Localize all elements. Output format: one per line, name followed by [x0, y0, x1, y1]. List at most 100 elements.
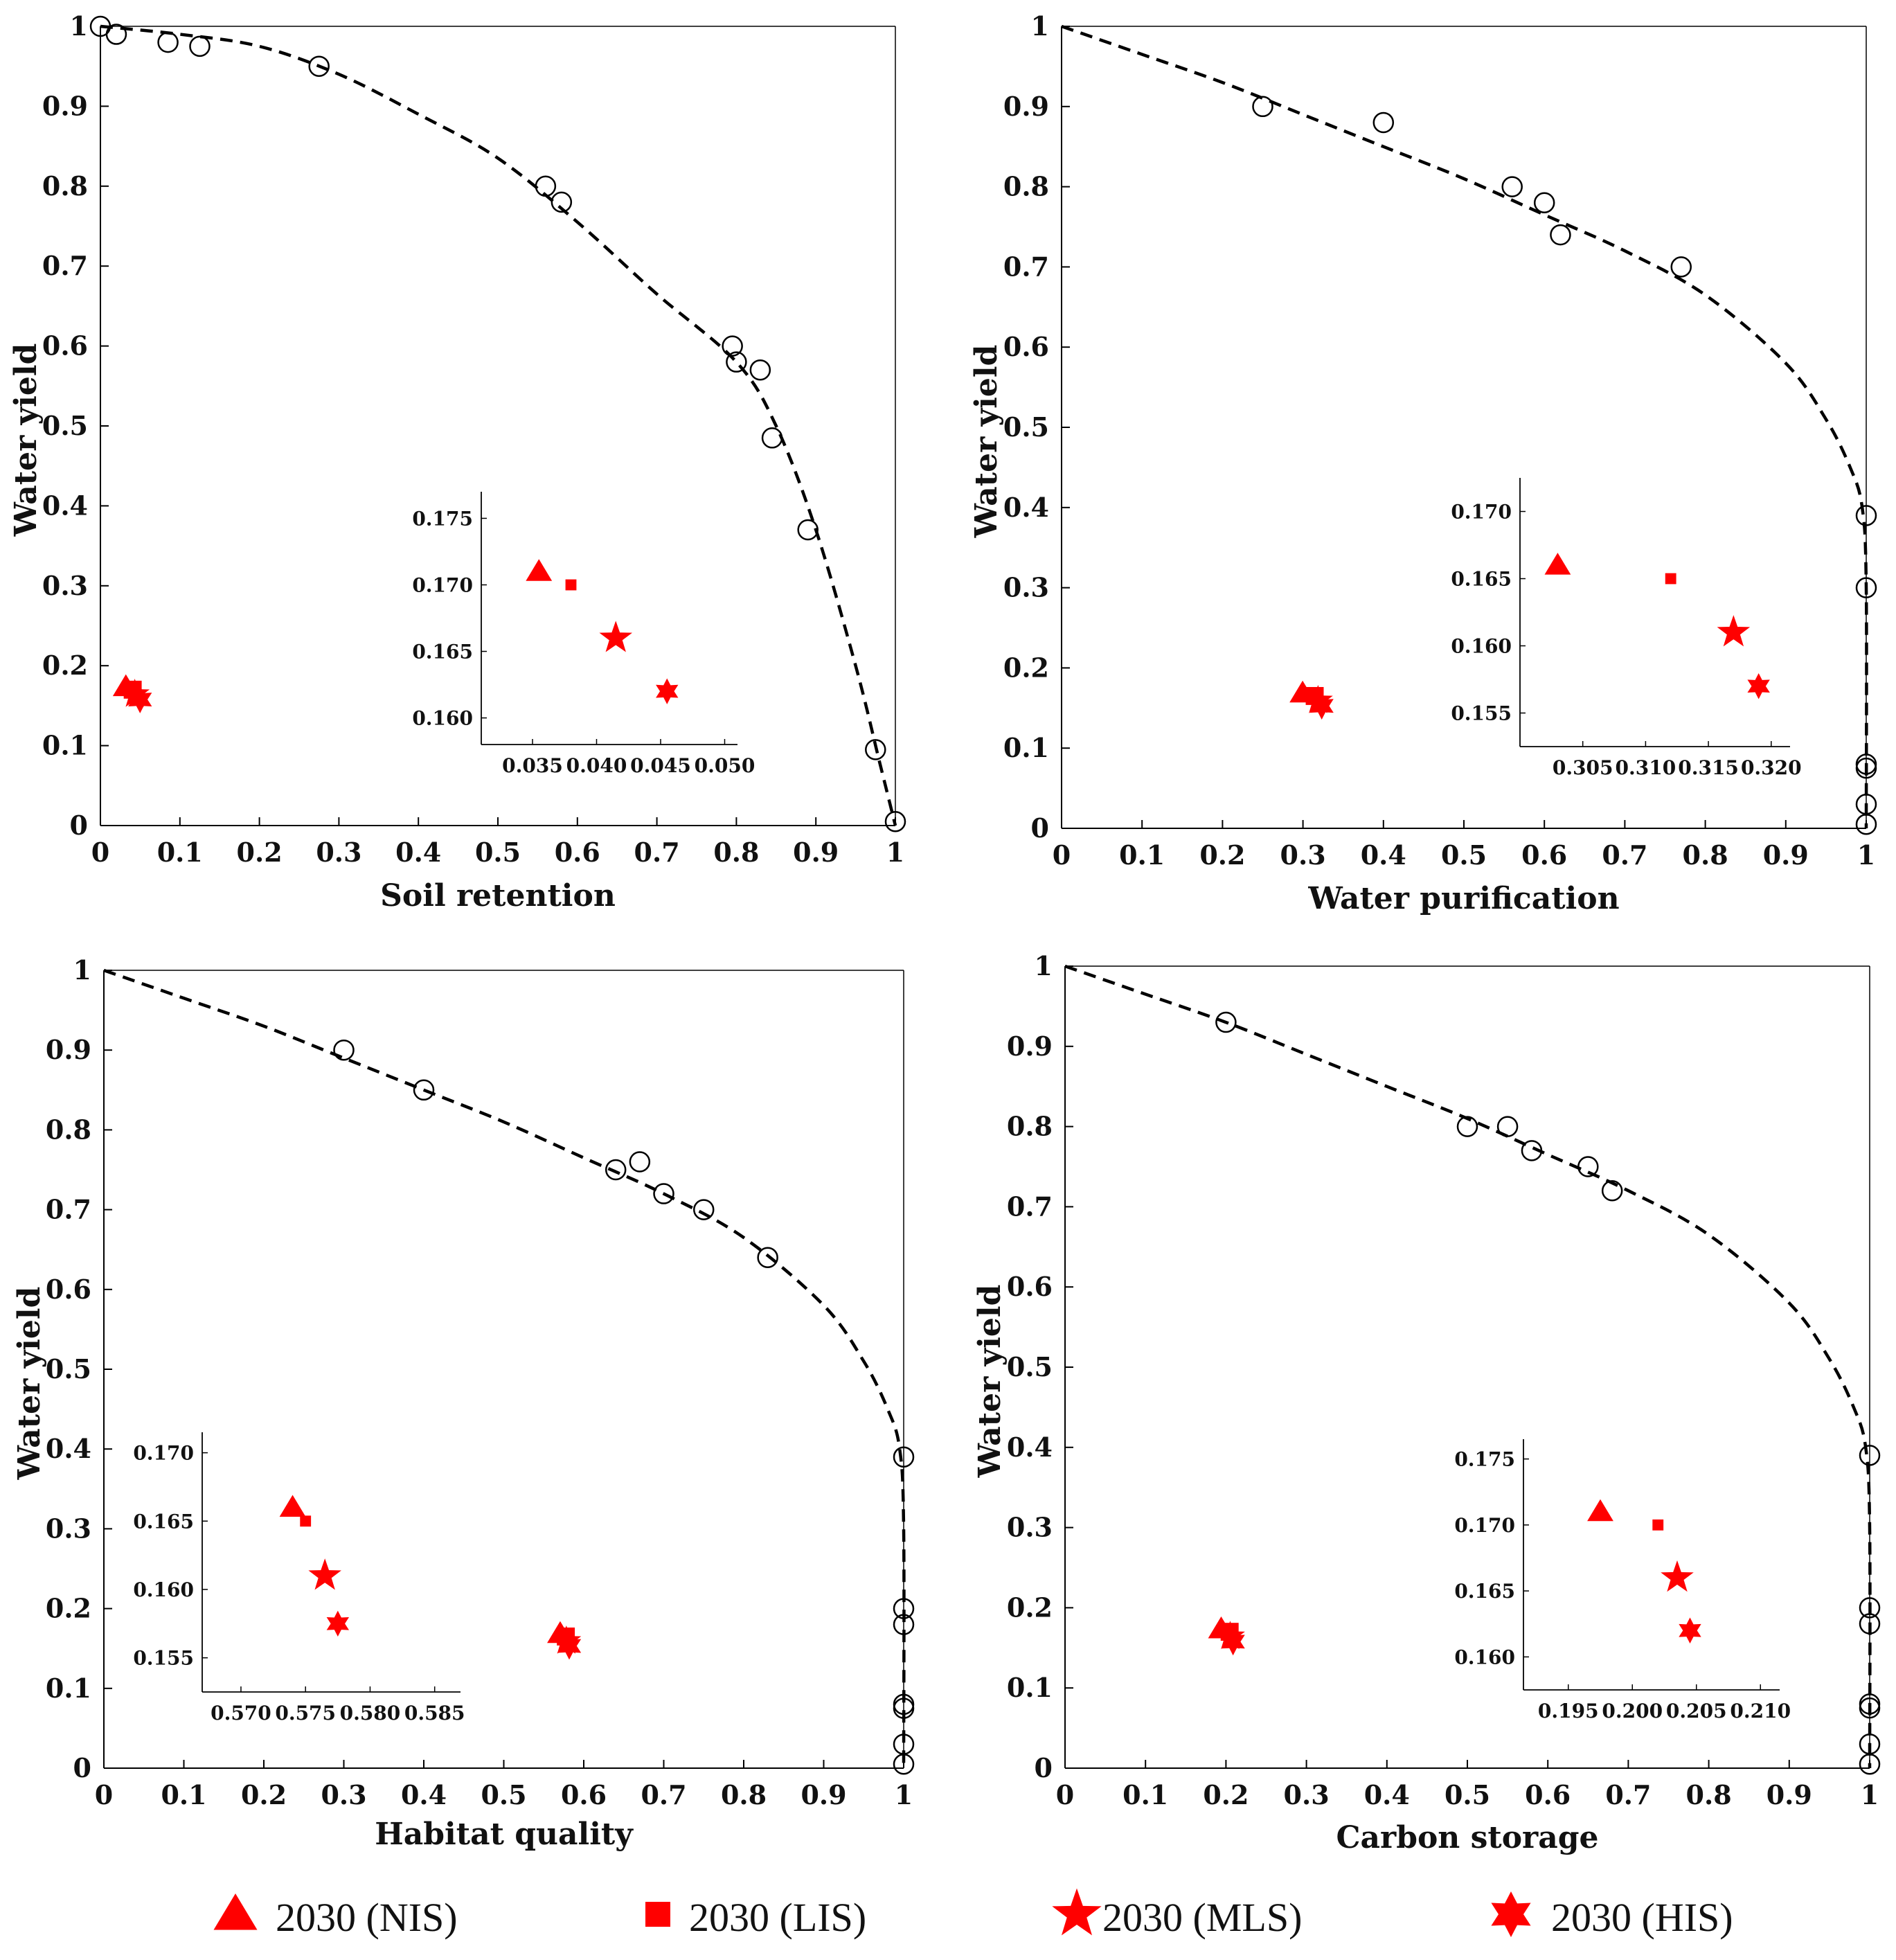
x-axis-label: Water purification: [1307, 881, 1619, 916]
frontier-point: [413, 1079, 435, 1101]
inset-marker-star6: [656, 678, 679, 704]
y-tick-label: 0.6: [1003, 331, 1049, 362]
x-tick-label: 0.1: [157, 837, 203, 868]
frontier-point: [884, 810, 906, 832]
inset-y-tick-label: 0.175: [412, 507, 473, 530]
frontier-point: [1859, 1445, 1881, 1466]
inset-y-tick-label: 0.170: [1454, 1514, 1515, 1537]
frontier-point: [1456, 1116, 1478, 1137]
inset-x-tick-label: 0.045: [630, 754, 691, 777]
x-axis-label: Soil retention: [380, 878, 616, 914]
x-tick-label: 0.9: [1767, 1779, 1812, 1810]
y-tick-label: 1: [70, 10, 88, 42]
frontier-point: [653, 1183, 674, 1204]
inset-x-tick-label: 0.200: [1602, 1700, 1663, 1722]
x-tick-label: 0.8: [1686, 1779, 1732, 1810]
y-tick-label: 0.3: [46, 1513, 91, 1544]
legend: 2030 (NIS) 2030 (LIS) 2030 (MLS) 2030 (HIS): [213, 1888, 1733, 1940]
frontier-point: [1855, 505, 1877, 526]
y-tick-label: 0: [73, 1752, 91, 1783]
frontier-point: [1855, 813, 1877, 835]
inset-y-tick-label: 0.170: [133, 1442, 194, 1465]
frontier-point: [1372, 112, 1395, 134]
frontier-point: [1859, 1753, 1881, 1775]
y-tick-label: 0.1: [1007, 1672, 1053, 1703]
inset-soil: 0.035 0.040 0.045 0.050 0.160 0.165 0.170 0.175: [412, 492, 755, 777]
frontier-point: [757, 1247, 778, 1268]
legend-marker-star5: [1052, 1888, 1102, 1936]
y-tick-label: 0.2: [46, 1593, 91, 1624]
frontier-curve: [100, 24, 897, 826]
frontier-point: [105, 24, 127, 45]
scenario-marker-star6: [1221, 1628, 1245, 1656]
x-tick-label: 0.6: [1521, 839, 1567, 871]
x-axis-label: Habitat quality: [375, 1817, 634, 1852]
x-tick-label: 0.3: [1284, 1779, 1330, 1810]
frontier-curve: [1064, 964, 1872, 1769]
inset-y-tick-label: 0.155: [1451, 702, 1512, 725]
inset-y-tick-label: 0.175: [1454, 1448, 1515, 1471]
y-tick-label: 0: [70, 810, 88, 841]
y-tick-label: 0.5: [1003, 411, 1049, 443]
inset-marker-triangle: [1544, 553, 1571, 575]
y-tick-label: 1: [1031, 10, 1049, 42]
x-tick-label: 0.8: [721, 1779, 767, 1810]
inset-marker-square: [300, 1515, 312, 1527]
frontier-point: [1550, 224, 1571, 246]
frontier-point: [1859, 1597, 1881, 1619]
y-axis-label: Water yield: [8, 344, 44, 537]
legend-label: 2030 (NIS): [276, 1895, 458, 1940]
frontier-point: [1215, 1011, 1237, 1033]
scenario-marker-star5: [1303, 685, 1333, 713]
scenario-marker-star6: [557, 1632, 582, 1660]
x-tick-label: 0.7: [1605, 1779, 1651, 1810]
x-tick-label: 1: [1861, 1779, 1879, 1810]
frontier-point: [893, 1614, 915, 1635]
frontier-point: [1855, 577, 1877, 598]
x-tick-label: 0.5: [475, 837, 521, 868]
legend-label: 2030 (MLS): [1102, 1895, 1302, 1940]
y-tick-label: 0.2: [1003, 652, 1049, 683]
legend-marker-star6: [1491, 1891, 1531, 1937]
x-tick-label: 0.1: [1123, 1779, 1168, 1810]
frontier-point: [629, 1151, 651, 1173]
inset-marker-star5: [1661, 1560, 1694, 1592]
frontier-point: [761, 427, 783, 449]
inset-marker-square: [1652, 1519, 1664, 1531]
inset-marker-triangle: [526, 559, 553, 581]
inset-y-tick-label: 0.160: [412, 707, 473, 730]
x-tick-label: 0.1: [161, 1779, 206, 1810]
legend-marker-square: [645, 1902, 670, 1927]
frontier-point: [1501, 176, 1523, 197]
inset-x-tick-label: 0.575: [275, 1702, 336, 1725]
x-tick-label: 1: [1857, 839, 1875, 871]
y-tick-label: 0.7: [1007, 1191, 1053, 1222]
inset-marker-star5: [599, 621, 633, 652]
inset-marker-square: [565, 579, 577, 591]
y-tick-label: 0.5: [1007, 1351, 1053, 1382]
frontier-point: [1521, 1140, 1543, 1161]
chart-panel-habitat: 0 0.1 0.2 0.3 0.4 0.5 0.6 0.7 0.8 0.9 1 0 0.1 0.2 0.3 0…: [12, 954, 915, 1852]
inset-marker-star5: [1717, 615, 1751, 647]
frontier-point: [722, 335, 743, 357]
inset-carbon: 0.195 0.200 0.205 0.210 0.160 0.165 0.170 0.175: [1454, 1439, 1791, 1722]
frontier-point: [1859, 1697, 1881, 1719]
y-tick-label: 0.5: [42, 410, 88, 441]
inset-marker-star6: [1679, 1617, 1701, 1643]
y-tick-label: 0.7: [46, 1194, 91, 1225]
inset-marker-star6: [1747, 673, 1770, 700]
x-tick-label: 0.4: [1364, 1779, 1410, 1810]
x-tick-label: 0.4: [395, 837, 441, 868]
frontier-point: [726, 351, 747, 373]
inset-y-tick-label: 0.170: [1451, 501, 1512, 524]
frontier-point: [1859, 1613, 1881, 1634]
x-tick-label: 0.3: [321, 1779, 366, 1810]
y-tick-label: 0.6: [1007, 1271, 1053, 1302]
frontier-point: [1577, 1156, 1599, 1177]
inset-x-tick-label: 0.585: [404, 1702, 465, 1725]
frontier-curve: [103, 968, 906, 1769]
inset-x-tick-label: 0.310: [1616, 756, 1676, 779]
y-tick-label: 0.9: [42, 90, 88, 121]
frontier-point: [693, 1199, 715, 1220]
